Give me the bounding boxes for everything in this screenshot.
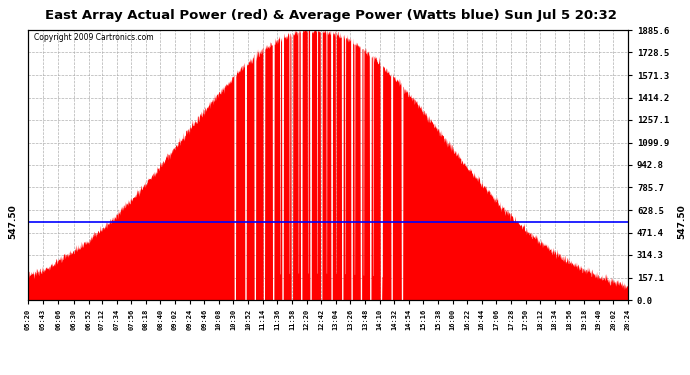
Text: Copyright 2009 Cartronics.com: Copyright 2009 Cartronics.com [34,33,153,42]
Text: East Array Actual Power (red) & Average Power (Watts blue) Sun Jul 5 20:32: East Array Actual Power (red) & Average … [46,9,617,22]
Text: 547.50: 547.50 [8,204,17,239]
Text: 547.50: 547.50 [678,204,687,239]
